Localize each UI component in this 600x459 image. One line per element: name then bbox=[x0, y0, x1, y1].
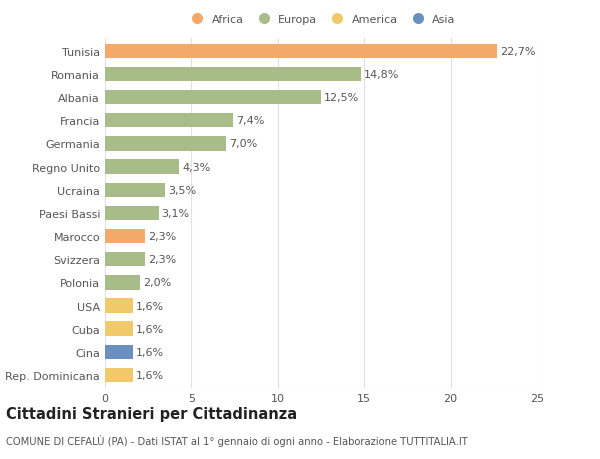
Bar bbox=[105, 183, 166, 197]
Text: 1,6%: 1,6% bbox=[136, 301, 164, 311]
Bar bbox=[105, 137, 226, 151]
Text: 1,6%: 1,6% bbox=[136, 324, 164, 334]
Bar bbox=[105, 345, 133, 359]
Bar bbox=[105, 45, 497, 59]
Bar bbox=[105, 299, 133, 313]
Bar bbox=[105, 230, 145, 244]
Text: 7,0%: 7,0% bbox=[229, 139, 257, 149]
Text: 2,0%: 2,0% bbox=[143, 278, 171, 288]
Text: 4,3%: 4,3% bbox=[182, 162, 211, 172]
Text: 2,3%: 2,3% bbox=[148, 231, 176, 241]
Text: 3,5%: 3,5% bbox=[169, 185, 197, 196]
Bar bbox=[105, 275, 140, 290]
Text: 3,1%: 3,1% bbox=[161, 208, 190, 218]
Bar bbox=[105, 206, 158, 221]
Legend: Africa, Europa, America, Asia: Africa, Europa, America, Asia bbox=[186, 15, 456, 25]
Bar bbox=[105, 160, 179, 174]
Text: 7,4%: 7,4% bbox=[236, 116, 265, 126]
Bar bbox=[105, 114, 233, 128]
Bar bbox=[105, 322, 133, 336]
Text: 12,5%: 12,5% bbox=[324, 93, 359, 103]
Text: 22,7%: 22,7% bbox=[500, 47, 536, 57]
Text: 1,6%: 1,6% bbox=[136, 370, 164, 380]
Bar bbox=[105, 252, 145, 267]
Bar bbox=[105, 368, 133, 382]
Text: 2,3%: 2,3% bbox=[148, 255, 176, 265]
Bar bbox=[105, 67, 361, 82]
Text: COMUNE DI CEFALÙ (PA) - Dati ISTAT al 1° gennaio di ogni anno - Elaborazione TUT: COMUNE DI CEFALÙ (PA) - Dati ISTAT al 1°… bbox=[6, 434, 468, 446]
Bar bbox=[105, 91, 321, 105]
Text: 1,6%: 1,6% bbox=[136, 347, 164, 357]
Text: 14,8%: 14,8% bbox=[364, 70, 399, 80]
Text: Cittadini Stranieri per Cittadinanza: Cittadini Stranieri per Cittadinanza bbox=[6, 406, 297, 421]
